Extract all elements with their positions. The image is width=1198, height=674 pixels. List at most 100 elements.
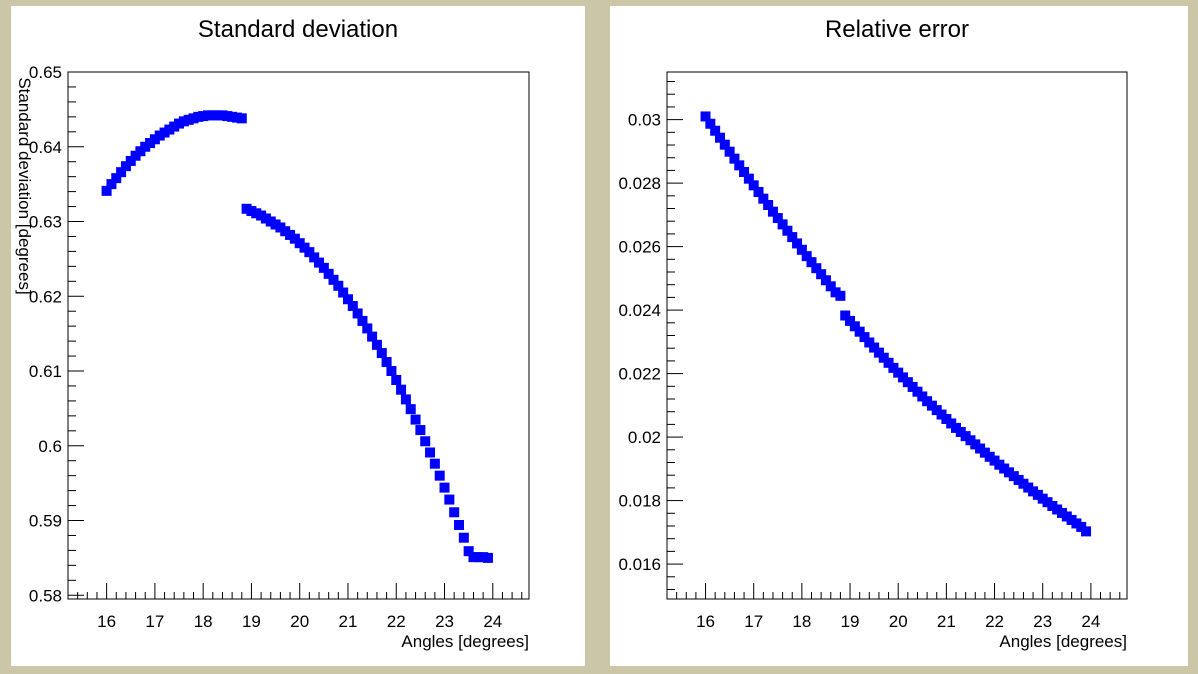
x-tick-label: 17 xyxy=(145,612,164,631)
data-point xyxy=(873,347,884,358)
x-tick-label: 17 xyxy=(744,612,763,631)
data-point xyxy=(444,494,455,505)
y-tick-label: 0.64 xyxy=(29,138,62,157)
data-point xyxy=(352,308,363,319)
data-point xyxy=(434,470,445,481)
data-point xyxy=(787,232,798,243)
x-tick-label: 24 xyxy=(483,612,502,631)
data-point xyxy=(854,326,865,337)
data-point xyxy=(116,167,127,178)
data-point xyxy=(801,251,812,262)
data-point xyxy=(405,404,416,415)
data-point xyxy=(806,257,817,268)
data-point xyxy=(458,532,469,543)
data-point xyxy=(125,155,136,166)
data-point xyxy=(338,287,349,298)
data-point xyxy=(439,482,450,493)
data-point xyxy=(820,275,831,286)
y-tick-label: 0.03 xyxy=(628,111,661,130)
data-point xyxy=(767,206,778,217)
data-point xyxy=(482,552,493,563)
y-tick-label: 0.018 xyxy=(618,492,661,511)
data-point xyxy=(729,153,740,164)
data-point xyxy=(236,113,247,124)
data-point xyxy=(753,187,764,198)
data-point xyxy=(743,173,754,184)
data-point xyxy=(362,323,373,334)
data-point xyxy=(700,111,711,122)
y-tick-label: 0.58 xyxy=(29,586,62,605)
data-point xyxy=(111,173,122,184)
y-tick-label: 0.026 xyxy=(618,238,661,257)
data-point xyxy=(367,331,378,342)
x-tick-label: 23 xyxy=(435,612,454,631)
data-point xyxy=(782,225,793,236)
data-point xyxy=(849,321,860,332)
data-point xyxy=(724,146,735,157)
data-point xyxy=(763,200,774,211)
y-tick-label: 0.022 xyxy=(618,365,661,384)
data-point xyxy=(309,252,320,263)
data-point xyxy=(796,244,807,255)
x-tick-label: 19 xyxy=(242,612,261,631)
data-point xyxy=(410,414,421,425)
data-point xyxy=(734,160,745,171)
data-point xyxy=(106,179,117,190)
x-axis-label: Angles [degrees] xyxy=(401,632,529,651)
chart-title: Relative error xyxy=(825,16,969,43)
y-tick-label: 0.6 xyxy=(38,437,62,456)
x-tick-label: 20 xyxy=(889,612,908,631)
y-tick-label: 0.024 xyxy=(618,301,661,320)
data-point xyxy=(816,269,827,280)
data-point xyxy=(386,366,397,377)
data-point xyxy=(748,180,759,191)
data-point xyxy=(391,374,402,385)
data-point xyxy=(859,332,870,343)
data-point xyxy=(449,507,460,518)
data-point xyxy=(376,348,387,359)
x-tick-label: 16 xyxy=(696,612,715,631)
chart-standard-deviation: Standard deviation 16 17 18 19 20 21 22 23 24 0.58… xyxy=(15,16,530,651)
data-point xyxy=(333,280,344,291)
y-tick-label: 0.63 xyxy=(29,213,62,232)
x-tick-label: 18 xyxy=(792,612,811,631)
data-point xyxy=(835,290,846,301)
x-tick-label: 22 xyxy=(387,612,406,631)
y-tick-label: 0.016 xyxy=(618,555,661,574)
x-axis-label: Angles [degrees] xyxy=(999,632,1127,651)
data-point xyxy=(840,310,851,321)
data-point xyxy=(758,193,769,204)
x-tick-label: 21 xyxy=(937,612,956,631)
data-point xyxy=(811,263,822,274)
data-point xyxy=(347,300,358,311)
data-point xyxy=(429,458,440,469)
x-tick-label: 20 xyxy=(290,612,309,631)
data-point xyxy=(318,262,329,273)
data-point xyxy=(777,219,788,230)
data-point xyxy=(705,118,716,129)
data-point xyxy=(825,281,836,292)
chart-panel-standard-deviation: Standard deviation 16 17 18 19 20 21 22 23 24 0.58… xyxy=(11,6,585,666)
data-point xyxy=(101,185,112,196)
data-point xyxy=(883,357,894,368)
y-tick-label: 0.61 xyxy=(29,362,62,381)
x-tick-label: 19 xyxy=(841,612,860,631)
data-point xyxy=(342,294,353,305)
y-tick-label: 0.59 xyxy=(29,512,62,531)
data-point xyxy=(323,268,334,279)
plot-frame xyxy=(67,71,530,600)
data-point xyxy=(415,425,426,436)
x-tick-label: 18 xyxy=(194,612,213,631)
data-point xyxy=(792,238,803,249)
data-point xyxy=(864,337,875,348)
data-point xyxy=(878,352,889,363)
chart-title: Standard deviation xyxy=(198,16,398,43)
data-point xyxy=(328,274,339,285)
plot-frame xyxy=(666,71,1128,600)
data-point xyxy=(454,519,465,530)
y-tick-label: 0.65 xyxy=(29,63,62,82)
data-point xyxy=(719,139,730,150)
data-point xyxy=(714,132,725,143)
data-point xyxy=(314,257,325,268)
data-point xyxy=(710,125,721,136)
